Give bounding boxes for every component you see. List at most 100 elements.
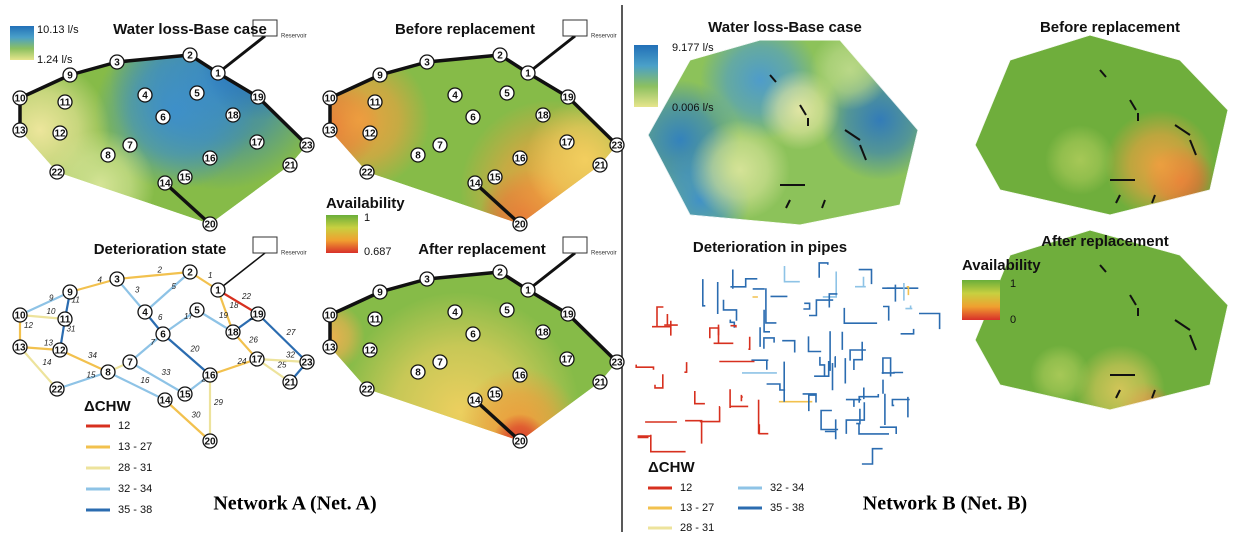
node-label: 16 <box>204 154 216 165</box>
pipe-label: 32 <box>286 351 295 360</box>
pipe-label: 15 <box>87 371 96 380</box>
node-label: 16 <box>204 371 216 382</box>
node-label: 12 <box>54 129 66 140</box>
node-label: 5 <box>504 306 510 317</box>
pipe-label: 20 <box>190 345 200 354</box>
legend-bar <box>326 215 358 253</box>
node-label: 3 <box>424 275 430 286</box>
node-label: 10 <box>14 94 26 105</box>
legend-label: 12 <box>680 482 692 494</box>
node-label: 4 <box>142 91 148 102</box>
node-label: 20 <box>514 220 526 231</box>
node-label: 20 <box>514 437 526 448</box>
pipe-label: 10 <box>47 307 56 316</box>
node-label: 4 <box>452 308 458 319</box>
node-label: 16 <box>514 371 526 382</box>
pipe-label: 13 <box>44 339 53 348</box>
node-label: 5 <box>504 89 510 100</box>
pipe-label: 22 <box>241 292 251 301</box>
reservoir <box>253 237 277 253</box>
node-label: 23 <box>301 141 313 152</box>
pipe-label: 27 <box>286 328 296 337</box>
node-label: 8 <box>105 151 111 162</box>
node-label: 20 <box>204 220 216 231</box>
node-label: 17 <box>561 138 573 149</box>
pipe-label: 16 <box>141 376 150 385</box>
node-label: 21 <box>284 161 296 172</box>
caption-b: Network B (Net. B) <box>863 493 1027 515</box>
node-label: 2 <box>187 51 193 62</box>
legend-label: 35 - 38 <box>770 502 804 514</box>
node-label: 6 <box>470 330 476 341</box>
legend-label: 32 - 34 <box>770 482 804 494</box>
pipe-label: 5 <box>172 282 177 291</box>
legend-title: Availability <box>326 195 405 212</box>
node-label: 22 <box>361 385 373 396</box>
node-label: 17 <box>251 138 263 149</box>
legend-label: 1.24 l/s <box>37 54 73 66</box>
pipe-label: 12 <box>24 321 33 330</box>
pipe-label: 3 <box>135 286 140 295</box>
panel-title: Water loss-Base case <box>113 21 267 38</box>
node-label: 8 <box>105 368 111 379</box>
node-label: 7 <box>437 141 443 152</box>
node-label: 23 <box>301 358 313 369</box>
pipe-label: 25 <box>277 361 287 370</box>
node-label: 19 <box>562 310 574 321</box>
node-label: 1 <box>525 69 531 80</box>
node-label: 21 <box>594 378 606 389</box>
reservoir <box>563 237 587 253</box>
pipe-label: 7 <box>151 338 156 347</box>
node-label: 11 <box>370 98 381 109</box>
pipe-label: 14 <box>43 358 52 367</box>
node-label: 11 <box>370 315 381 326</box>
legend-label: 12 <box>118 420 130 432</box>
node-label: 9 <box>377 71 383 82</box>
node-label: 11 <box>60 315 71 326</box>
legend-label: 28 - 31 <box>680 522 714 534</box>
node-label: 1 <box>215 286 221 297</box>
node-label: 18 <box>227 328 239 339</box>
pipe-label: 30 <box>192 411 201 420</box>
node-label: 14 <box>159 396 171 407</box>
pipe-label: 34 <box>88 351 97 360</box>
legend-label: 0.006 l/s <box>672 102 714 114</box>
node-label: 14 <box>159 179 171 190</box>
reservoir-label: Reservoir <box>591 251 617 257</box>
node-label: 1 <box>525 286 531 297</box>
legend-label: 28 - 31 <box>118 462 152 474</box>
figure: Reservoir1234567891011121314151617181920… <box>0 0 1234 537</box>
legend-bar <box>962 280 1000 320</box>
legend-title: ΔCHW <box>84 398 131 415</box>
node-label: 7 <box>127 358 133 369</box>
node-label: 9 <box>67 71 73 82</box>
panel-title: After replacement <box>418 241 546 258</box>
legend-label: 13 - 27 <box>680 502 714 514</box>
pipe <box>638 436 650 437</box>
pipe-label: 29 <box>213 398 223 407</box>
node-label: 12 <box>364 346 376 357</box>
node-label: 10 <box>14 311 26 322</box>
caption-a: Network A (Net. A) <box>213 493 376 515</box>
node-label: 2 <box>497 51 503 62</box>
node-label: 13 <box>324 126 336 137</box>
panel-title: Deterioration in pipes <box>693 239 847 256</box>
node-label: 7 <box>127 141 133 152</box>
node-label: 12 <box>364 129 376 140</box>
node-label: 17 <box>561 355 573 366</box>
node-label: 1 <box>215 69 221 80</box>
pipe-label: 33 <box>162 368 171 377</box>
legend-label: 32 - 34 <box>118 483 152 495</box>
reservoir-label: Reservoir <box>591 34 617 40</box>
node-label: 19 <box>252 310 264 321</box>
node-label: 23 <box>611 141 623 152</box>
panel-title: Water loss-Base case <box>708 19 862 36</box>
node-label: 7 <box>437 358 443 369</box>
node-label: 12 <box>54 346 66 357</box>
pipe-label: 9 <box>49 294 54 303</box>
node-label: 13 <box>324 343 336 354</box>
pipe-label: 1 <box>208 271 212 280</box>
node-label: 19 <box>562 93 574 104</box>
pipe <box>908 287 909 295</box>
node-label: 14 <box>469 396 481 407</box>
